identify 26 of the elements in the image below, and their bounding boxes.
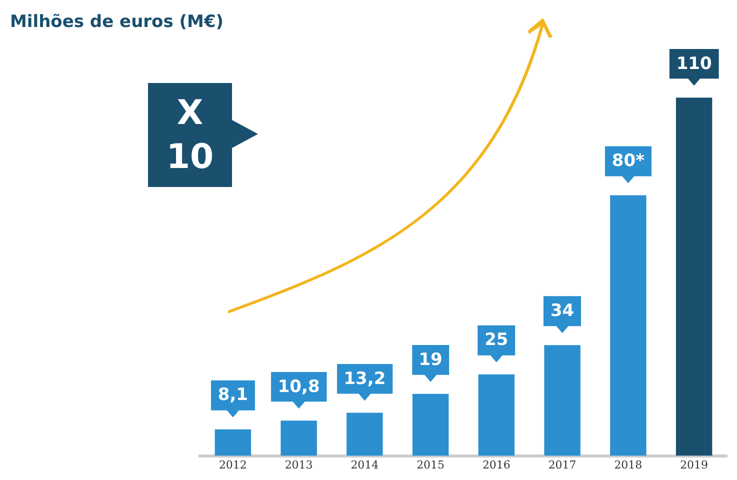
data-label: 8,1 [210, 380, 255, 418]
x-tick-label: 2012 [218, 458, 247, 472]
bar [676, 98, 712, 456]
x-tick-label: 2016 [482, 458, 510, 472]
bar [280, 420, 317, 456]
bar [478, 374, 515, 456]
data-label: 13,2 [336, 364, 393, 401]
bar [346, 412, 383, 456]
x-tick-label: 2014 [350, 458, 379, 472]
data-label: 25 [478, 325, 516, 362]
x-tick-label: 2013 [284, 458, 313, 472]
x-tick-label: 2017 [548, 458, 576, 472]
x-tick-label: 2019 [680, 458, 708, 472]
data-label: 19 [412, 344, 450, 382]
bar [214, 429, 252, 456]
bar [412, 394, 449, 456]
bar [544, 345, 580, 456]
chart-title: Milhões de euros (M€) [10, 12, 224, 32]
data-label: 34 [543, 296, 582, 334]
annotation: X 10 [148, 83, 232, 187]
data-label: 110 [669, 48, 719, 86]
data-label: 10,8 [270, 372, 327, 409]
x-tick-label: 2015 [416, 458, 445, 472]
data-label: 80* [604, 146, 652, 184]
x-tick-label: 2018 [614, 458, 642, 472]
bar [610, 195, 646, 456]
